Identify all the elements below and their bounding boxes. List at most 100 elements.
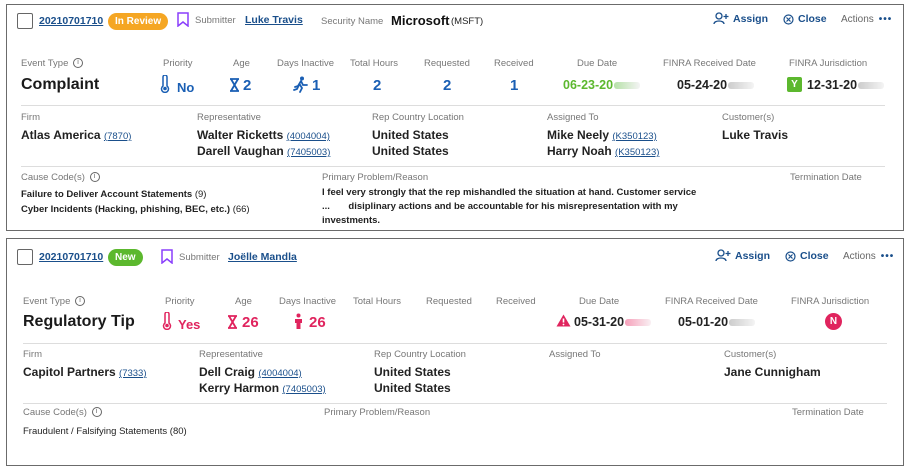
- hourglass-icon: [229, 78, 240, 97]
- finra-received-label: FINRA Received Date: [665, 296, 758, 307]
- finra-jurisdiction-label: FINRA Jurisdiction: [789, 58, 868, 69]
- total-hours-label: Total Hours: [353, 296, 402, 307]
- actions-label: Actions: [843, 251, 876, 262]
- finra-received-value: 05-24-20: [677, 78, 755, 92]
- thermometer-icon: [162, 311, 172, 335]
- assigned-to-label: Assigned To: [549, 349, 601, 360]
- thermometer-icon: [160, 74, 170, 98]
- jurisdiction-badge: Y: [787, 77, 802, 92]
- rep-country-2: United States: [374, 381, 451, 395]
- customers-label: Customer(s): [724, 349, 777, 360]
- case-id-link[interactable]: 20210701710: [39, 251, 104, 263]
- representative-2: Kerry Harmon (7405003): [199, 381, 326, 395]
- age-label: Age: [235, 296, 252, 307]
- days-inactive-value: 26: [309, 314, 326, 331]
- info-icon: i: [89, 172, 100, 183]
- finra-received-label: FINRA Received Date: [663, 58, 756, 69]
- rep-country-label: Rep Country Location: [374, 349, 466, 360]
- age-label: Age: [233, 58, 250, 69]
- cause-code-1: Fraudulent / Falsifying Statements (80): [23, 426, 187, 437]
- submitter-link[interactable]: Joëlle Mandla: [228, 251, 297, 263]
- actions-menu[interactable]: Actions •••: [843, 251, 894, 262]
- bookmark-icon[interactable]: [161, 249, 173, 269]
- close-button[interactable]: Close: [785, 250, 829, 262]
- case-card-2: 20210701710 New Submitter Joëlle Mandla …: [6, 238, 904, 466]
- total-hours-value: 2: [373, 77, 382, 94]
- rep-id-link[interactable]: (7405003): [287, 147, 331, 158]
- cause-code-2: Cyber Incidents (Hacking, phishing, BEC,…: [21, 204, 250, 215]
- status-badge: New: [108, 249, 143, 266]
- assign-button[interactable]: Assign: [713, 12, 768, 25]
- bookmark-icon[interactable]: [177, 12, 189, 32]
- received-label: Received: [494, 58, 534, 69]
- priority-label: Priority: [165, 296, 195, 307]
- firm-id-link[interactable]: (7333): [119, 368, 147, 379]
- rep-id-link[interactable]: (4004004): [286, 131, 330, 142]
- priority-label: Priority: [163, 58, 193, 69]
- days-inactive-label: Days Inactive: [279, 296, 337, 307]
- assignee-id-link[interactable]: (K350123): [612, 131, 657, 142]
- finra-jurisdiction-date: 12-31-20: [807, 78, 885, 92]
- requested-label: Requested: [426, 296, 472, 307]
- select-checkbox[interactable]: [17, 13, 33, 29]
- select-checkbox[interactable]: [17, 249, 33, 265]
- more-icon: •••: [880, 251, 895, 262]
- assign-button[interactable]: Assign: [715, 249, 770, 262]
- divider: [21, 105, 885, 106]
- customer-value: Jane Cunnigham: [724, 365, 821, 379]
- cause-codes-label: Cause Code(s) i: [21, 172, 100, 183]
- close-circle-icon: [785, 250, 796, 262]
- firm-id-link[interactable]: (7870): [103, 131, 132, 142]
- rep-country-label: Rep Country Location: [372, 112, 464, 123]
- assignee-id-link[interactable]: (K350123): [615, 147, 660, 158]
- add-person-icon: [715, 249, 731, 262]
- close-label: Close: [798, 13, 827, 25]
- add-person-icon: [713, 12, 729, 25]
- jurisdiction-badge: N: [825, 313, 842, 330]
- submitter-link[interactable]: Luke Travis: [245, 14, 303, 26]
- info-icon: i: [91, 407, 102, 418]
- divider: [23, 343, 887, 344]
- primary-problem-line-1: I feel very strongly that the rep mishan…: [322, 187, 697, 198]
- warning-icon: [556, 314, 571, 332]
- status-badge: In Review: [108, 13, 169, 30]
- received-label: Received: [496, 296, 536, 307]
- assign-label: Assign: [735, 249, 771, 262]
- rep-id-link[interactable]: (4004004): [258, 368, 302, 379]
- rep-id-link[interactable]: (7405003): [282, 384, 326, 395]
- close-label: Close: [800, 250, 829, 262]
- received-value: 1: [510, 77, 519, 94]
- info-icon: i: [75, 296, 85, 307]
- event-type-label: Event Type i: [23, 296, 85, 307]
- divider: [21, 166, 885, 167]
- termination-date-label: Termination Date: [790, 172, 862, 183]
- assign-label: Assign: [733, 12, 769, 25]
- close-circle-icon: [783, 13, 794, 25]
- actions-label: Actions: [841, 14, 874, 25]
- representative-2: Darell Vaughan (7405003): [197, 144, 331, 158]
- divider: [23, 403, 887, 404]
- termination-date-label: Termination Date: [792, 407, 864, 418]
- close-button[interactable]: Close: [783, 13, 827, 25]
- requested-value: 2: [443, 77, 452, 94]
- due-date-label: Due Date: [577, 58, 618, 69]
- due-date-value: 05-31-20: [574, 315, 652, 329]
- actions-menu[interactable]: Actions •••: [841, 14, 892, 25]
- info-icon: i: [73, 58, 83, 69]
- case-card-1: 20210701710 In Review Submitter Luke Tra…: [6, 4, 904, 231]
- representative-1: Walter Ricketts (4004004): [197, 128, 330, 142]
- representative-1: Dell Craig (4004004): [199, 365, 302, 379]
- case-id-link[interactable]: 20210701710: [39, 15, 104, 27]
- security-ticker: (MSFT): [451, 16, 484, 27]
- requested-label: Requested: [424, 58, 470, 69]
- rep-country-1: United States: [372, 128, 449, 142]
- priority-value: No: [177, 80, 195, 95]
- rep-country-2: United States: [372, 144, 449, 158]
- age-value: 2: [243, 77, 252, 94]
- event-type-value: Regulatory Tip: [23, 313, 135, 330]
- finra-received-value: 05-01-20: [678, 315, 756, 329]
- event-type-value: Complaint: [21, 76, 100, 93]
- firm-label: Firm: [23, 349, 42, 360]
- age-value: 26: [242, 314, 259, 331]
- submitter-label: Submitter: [195, 15, 236, 26]
